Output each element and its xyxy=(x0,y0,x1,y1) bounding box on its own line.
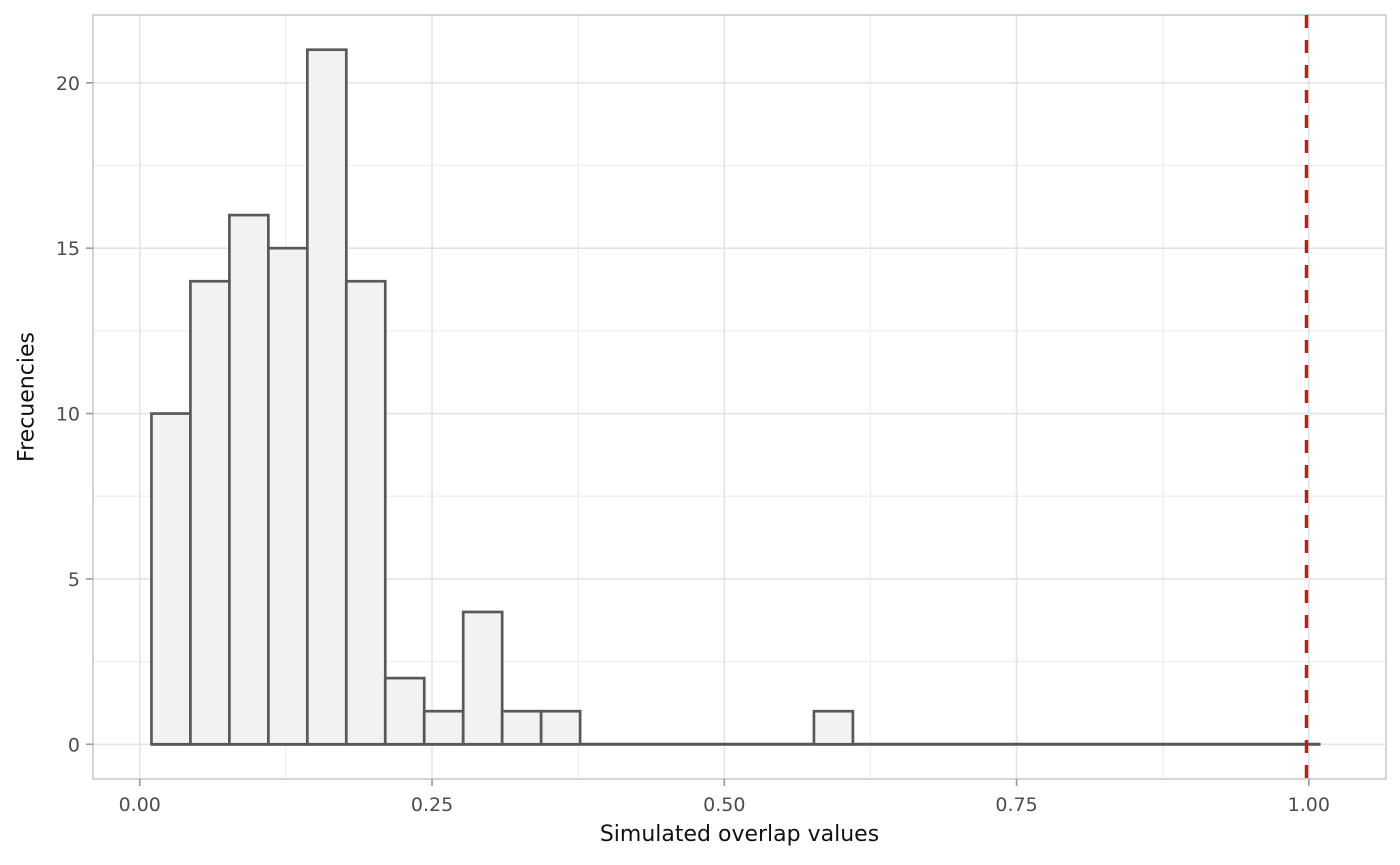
panel-border xyxy=(92,14,1387,780)
histogram-bar xyxy=(344,279,387,746)
x-tick-label: 0.00 xyxy=(119,794,161,816)
y-tick-label: 20 xyxy=(56,73,80,95)
histogram-bar xyxy=(189,279,231,746)
histogram-bar xyxy=(305,48,348,746)
y-tick-label: 0 xyxy=(68,734,80,756)
histogram-bars xyxy=(150,48,855,746)
x-axis-title: Simulated overlap values xyxy=(599,822,880,847)
histogram-bar xyxy=(461,610,504,746)
y-tick-label: 10 xyxy=(56,404,80,426)
histogram-bar xyxy=(267,246,309,746)
x-tick-label: 0.50 xyxy=(703,794,745,816)
x-tick-label: 0.75 xyxy=(995,794,1037,816)
histogram-bar xyxy=(812,709,855,746)
x-tick-label: 0.25 xyxy=(411,794,453,816)
histogram-bar xyxy=(500,709,543,746)
y-tick-label: 5 xyxy=(68,569,80,591)
histogram-bar xyxy=(422,709,465,746)
y-axis-title: Frecuencies xyxy=(14,332,40,462)
y-tick-label: 15 xyxy=(56,238,80,260)
histogram-bar xyxy=(539,709,582,746)
histogram-bar xyxy=(150,412,192,746)
x-tick-label: 1.00 xyxy=(1288,794,1330,816)
y-axis: 0 5 10 15 20 xyxy=(56,73,93,756)
x-axis: 0.00 0.25 0.50 0.75 1.00 xyxy=(119,779,1330,816)
histogram-bar xyxy=(228,213,270,746)
histogram-bar xyxy=(383,676,426,746)
